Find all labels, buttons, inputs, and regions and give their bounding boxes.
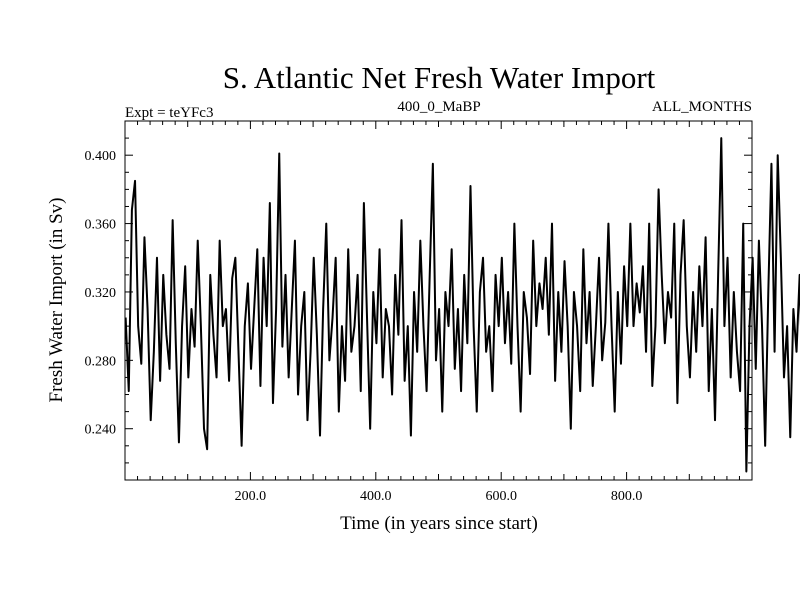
x-axis-ticks: 200.0 400.0 600.0 800.0 (137, 121, 740, 504)
y-tick-label: 0.360 (85, 218, 117, 233)
experiment-label: Expt = teYFc3 (125, 105, 213, 121)
data-layer (124, 137, 800, 473)
y-tick-label: 0.320 (85, 286, 117, 301)
x-tick-label: 800.0 (611, 489, 643, 504)
y-tick-label: 0.400 (85, 149, 117, 164)
chart-title: S. Atlantic Net Fresh Water Import (223, 60, 656, 95)
y-axis-ticks: 0.240 0.280 0.320 0.360 0.400 (85, 120, 752, 464)
y-axis-label: Fresh Water Import (in Sv) (46, 198, 67, 403)
x-tick-label: 600.0 (485, 489, 517, 504)
x-axis-label: Time (in years since start) (340, 513, 538, 534)
months-label: ALL_MONTHS (652, 99, 752, 115)
period-label: 400_0_MaBP (397, 99, 480, 115)
x-tick-label: 200.0 (235, 489, 267, 504)
y-tick-label: 0.280 (85, 354, 117, 369)
x-tick-label: 400.0 (360, 489, 392, 504)
series-line-0 (124, 137, 800, 473)
y-tick-label: 0.240 (85, 423, 117, 438)
